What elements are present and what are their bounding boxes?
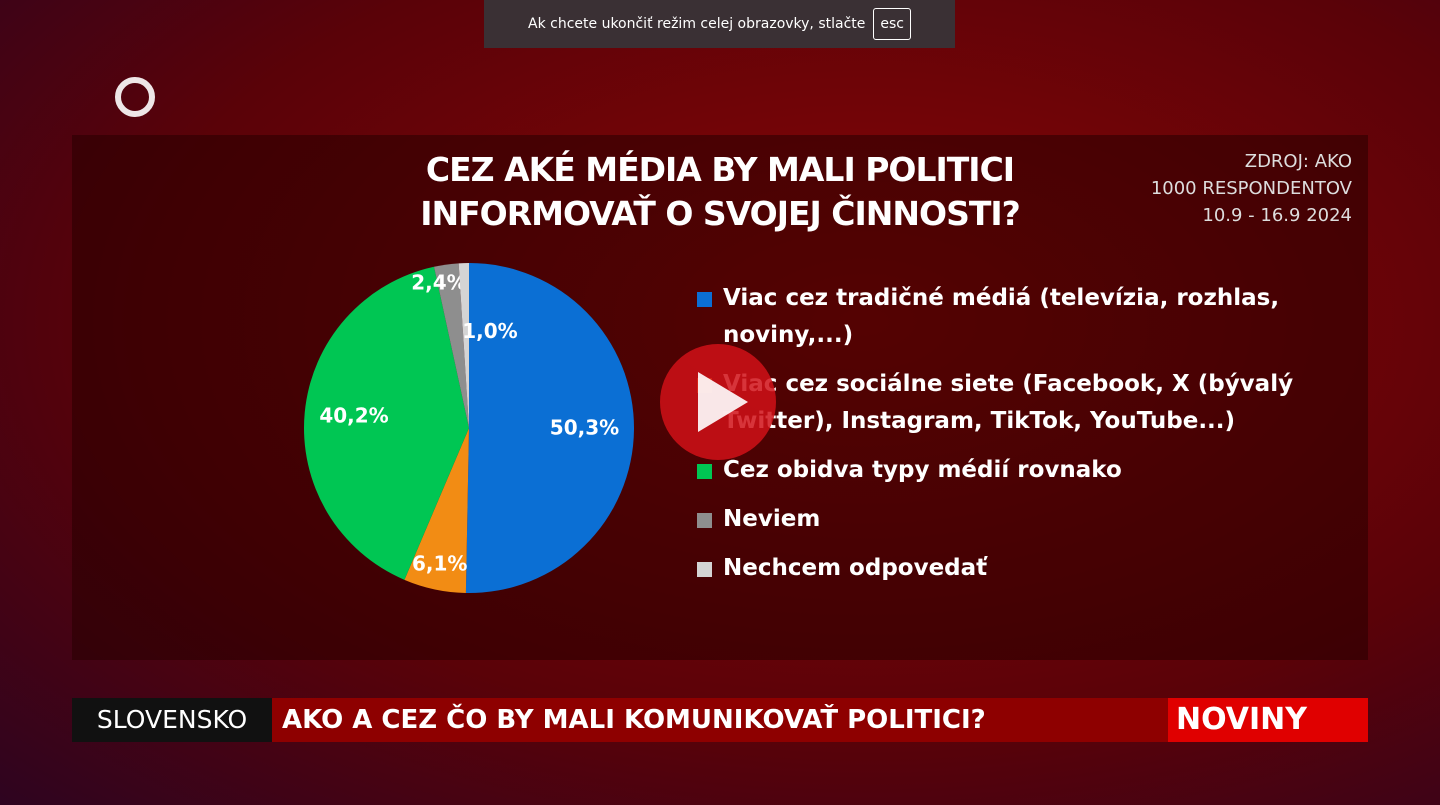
pie-slice — [434, 263, 469, 428]
legend-item: Neviem — [697, 501, 1337, 538]
data-label: 40,2% — [319, 404, 388, 428]
legend-swatch — [697, 292, 712, 307]
fullscreen-notice: Ak chcete ukončiť režim celej obrazovky,… — [484, 0, 955, 48]
ticker-section: SLOVENSKO — [72, 698, 272, 742]
legend-swatch — [697, 562, 712, 577]
pie-slice — [458, 263, 469, 428]
data-label: 2,4% — [411, 271, 466, 295]
esc-key[interactable]: esc — [873, 8, 911, 40]
legend-swatch — [697, 513, 712, 528]
chart-title: CEZ AKÉ MÉDIA BY MALI POLITICI INFORMOVA… — [420, 150, 1021, 233]
source-line: 10.9 - 16.9 2024 — [1202, 205, 1352, 226]
brand: NOVINY — [1168, 698, 1368, 742]
legend-item: Nechcem odpovedať — [697, 550, 1337, 587]
legend-item: Cez obidva typy médií rovnako — [697, 452, 1337, 489]
legend-item: Viac cez tradičné médiá (televízia, rozh… — [697, 280, 1337, 354]
play-icon — [698, 372, 748, 432]
legend-label: Neviem — [723, 506, 821, 532]
pie: 50,3% 6,1% 40,2% 2,4% 1,0% — [304, 263, 634, 593]
ticker-bar — [72, 698, 1368, 742]
legend-label: Viac cez sociálne siete (Facebook, X (bý… — [723, 371, 1294, 434]
data-label: 6,1% — [412, 552, 467, 576]
ticker-headline: AKO A CEZ ČO BY MALI KOMUNIKOVAŤ POLITIC… — [282, 705, 986, 735]
notice-text: Ak chcete ukončiť režim celej obrazovky,… — [528, 16, 866, 32]
logo — [115, 77, 155, 117]
pie-slice — [465, 263, 634, 593]
legend-label: Cez obidva typy médií rovnako — [723, 457, 1122, 483]
legend-swatch — [697, 464, 712, 479]
data-label: 1,0% — [462, 319, 517, 343]
data-label: 50,3% — [550, 416, 619, 440]
source-note: ZDROJ: AKO 1000 RESPONDENTOV 10.9 - 16.9… — [1151, 148, 1352, 229]
source-line: ZDROJ: AKO — [1244, 151, 1352, 172]
pie-slice — [404, 428, 469, 593]
legend-label: Nechcem odpovedať — [723, 555, 988, 581]
source-line: 1000 RESPONDENTOV — [1150, 178, 1352, 199]
pie-slice — [304, 266, 469, 580]
legend-label: Viac cez tradičné médiá (televízia, rozh… — [723, 285, 1280, 348]
